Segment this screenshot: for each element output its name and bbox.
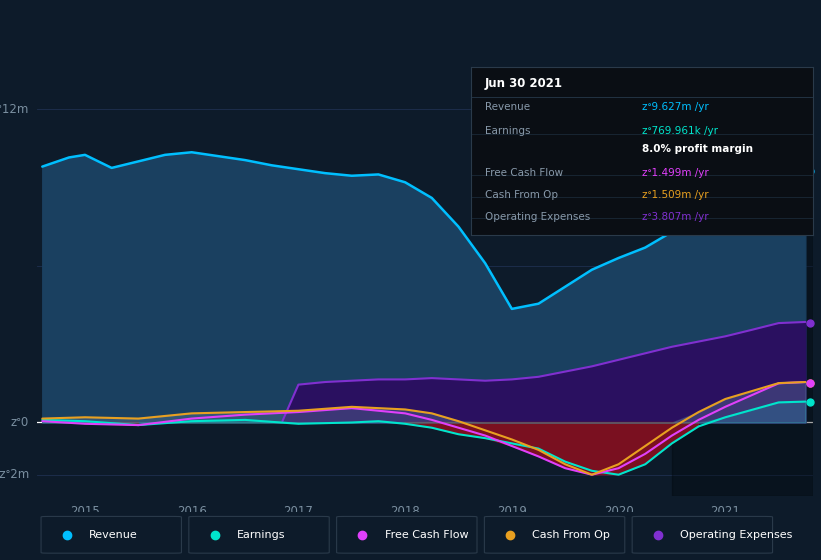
Text: Jun 30 2021: Jun 30 2021 [485, 77, 563, 90]
Text: zᐤ9.627m /yr: zᐤ9.627m /yr [642, 102, 709, 113]
Text: Cash From Op: Cash From Op [533, 530, 610, 540]
Text: Revenue: Revenue [89, 530, 138, 540]
Text: Earnings: Earnings [485, 126, 530, 136]
Text: Revenue: Revenue [485, 102, 530, 113]
Text: zᐤ3.807m /yr: zᐤ3.807m /yr [642, 212, 709, 222]
Text: -zᐤ2m: -zᐤ2m [0, 468, 30, 481]
Bar [672, 70, 813, 496]
Text: zᐤ1.509m /yr: zᐤ1.509m /yr [642, 190, 709, 200]
Text: Cash From Op: Cash From Op [485, 190, 558, 200]
Text: zᐤ1.499m /yr: zᐤ1.499m /yr [642, 168, 709, 178]
Text: Free Cash Flow: Free Cash Flow [485, 168, 563, 178]
Text: zᐤ769.961k /yr: zᐤ769.961k /yr [642, 126, 718, 136]
Text: zᐤ0: zᐤ0 [11, 416, 30, 429]
Text: Free Cash Flow: Free Cash Flow [385, 530, 468, 540]
Text: Operating Expenses: Operating Expenses [485, 212, 590, 222]
Text: Operating Expenses: Operating Expenses [681, 530, 792, 540]
Text: Earnings: Earnings [237, 530, 286, 540]
Text: 8.0% profit margin: 8.0% profit margin [642, 144, 753, 155]
Text: zᐤ12m: zᐤ12m [0, 102, 30, 116]
